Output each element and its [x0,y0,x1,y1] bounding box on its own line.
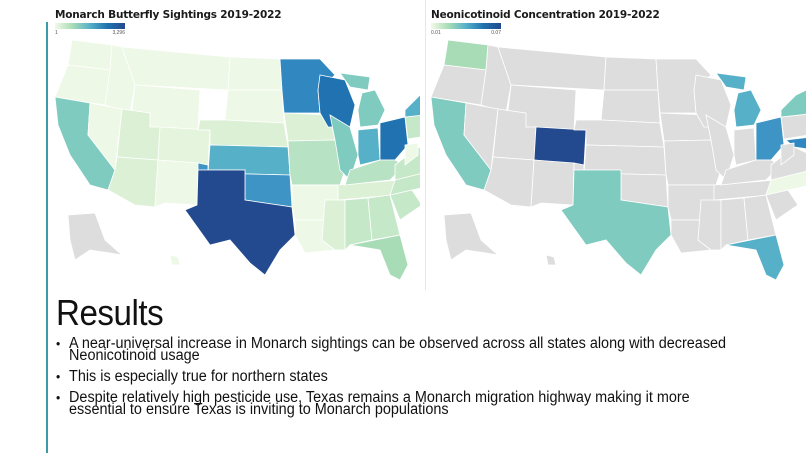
state-ohio [755,116,785,161]
slide-title: Results [56,292,164,333]
state-michigan [339,72,371,91]
state-nebraska [573,119,665,148]
map-legend: 0.01 0.07 [431,23,501,36]
state-alaska [67,212,124,261]
bullet-item: This is especially true for northern sta… [56,369,744,385]
state-south-dakota [600,89,661,124]
state-alaska [443,212,500,261]
state-arizona [483,156,535,208]
state-new-mexico [154,159,199,208]
legend-gradient [431,23,501,29]
legend-min: 1 [55,30,58,36]
state-hawaii [545,254,557,266]
legend-max: 0.07 [491,30,501,36]
state-north-dakota [227,56,283,91]
state-new-mexico [530,159,575,208]
state-new-york [404,94,420,118]
bullet-item: A near-universal increase in Monarch sig… [56,336,744,364]
state-indiana [733,127,757,166]
state-montana [497,46,607,91]
accent-line [46,22,48,453]
state-west-virginia [404,142,419,166]
state-colorado [157,126,211,166]
neonicotinoid-map: Neonicotinoid Concentration 2019-2022 0.… [425,0,806,290]
state-michigan [715,72,747,91]
legend-max: 3,296 [112,30,125,36]
state-north-dakota [603,56,659,91]
state-nebraska [197,119,289,148]
us-map [54,39,420,281]
state-pennsylvania [404,114,420,140]
state-south-dakota [224,89,285,124]
map-title: Monarch Butterfly Sightings 2019-2022 [55,9,282,21]
bullet-list: A near-universal increase in Monarch sig… [56,336,796,425]
state-texas [184,169,296,276]
map-legend: 1 3,296 [55,23,125,36]
state-west-virginia [780,142,795,166]
legend-gradient [55,23,125,29]
state-texas [560,169,672,276]
state-mississippi [321,199,346,251]
map-title: Neonicotinoid Concentration 2019-2022 [431,9,660,21]
us-map [430,39,806,281]
state-arizona [107,156,159,208]
state-hawaii [169,254,181,266]
monarch-sightings-map: Monarch Butterfly Sightings 2019-2022 1 … [50,0,420,290]
state-colorado [533,126,587,166]
state-florida [725,234,785,281]
legend-min: 0.01 [431,30,441,36]
state-north-carolina [389,173,420,196]
state-montana [121,46,231,91]
state-florida [349,234,409,281]
state-ohio [379,116,409,161]
state-michigan-lower [357,89,386,128]
state-michigan-lower [733,89,762,128]
state-new-york [780,89,806,118]
state-indiana [357,127,381,166]
state-mississippi [697,199,722,251]
bullet-item: Despite relatively high pesticide use, T… [56,390,744,418]
